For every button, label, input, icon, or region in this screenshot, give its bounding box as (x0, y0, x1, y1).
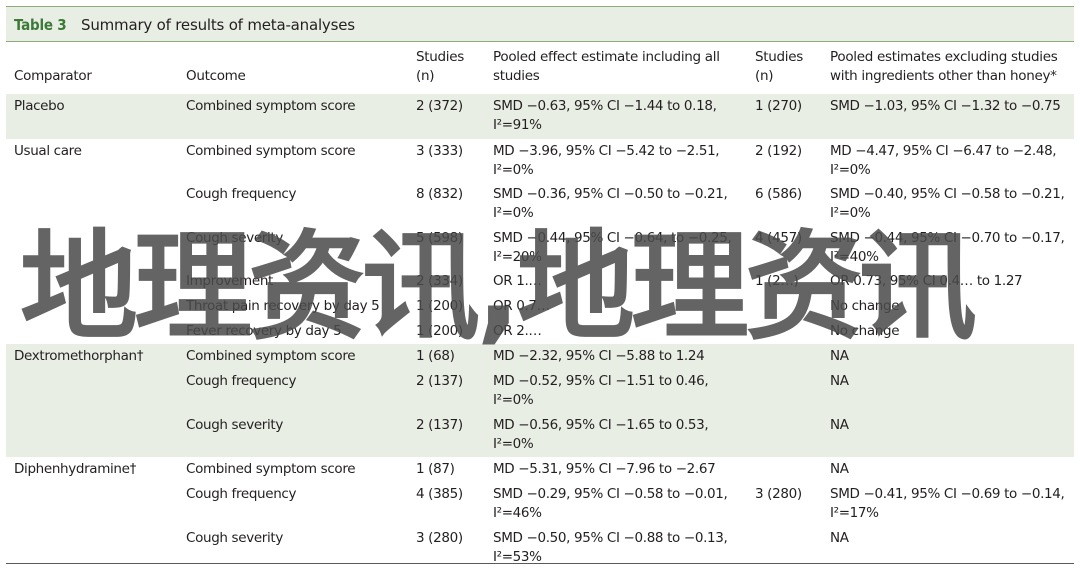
cell-studies-excl: 1 (2…) (755, 273, 799, 289)
cell-studies: 1 (68) (416, 348, 455, 364)
cell-pooled-excl: SMD −0.41, 95% CI −0.69 to −0.14, I²=17% (830, 486, 1065, 521)
cell-comparator: Dextromethorphan† (14, 348, 144, 364)
cell-pooled: SMD −0.50, 95% CI −0.88 to −0.13, I²=53% (493, 530, 728, 565)
cell-pooled: OR 2.… (493, 323, 542, 339)
header-outcome: Outcome (186, 68, 246, 84)
cell-studies: 5 (598) (416, 230, 463, 246)
table-caption: Table 3 Summary of results of meta-analy… (6, 6, 1074, 42)
cell-pooled: MD −3.96, 95% CI −5.42 to −2.51, I²=0% (493, 143, 720, 178)
table-row: Cough severity 5 (598) SMD −0.44, 95% CI… (6, 226, 1074, 269)
cell-pooled-excl: MD −4.47, 95% CI −6.47 to −2.48, I²=0% (830, 143, 1057, 178)
table-bottom-rule (6, 563, 1074, 564)
header-pooled-all: Pooled effect estimate including all stu… (493, 48, 720, 86)
table-row-group: Dextromethorphan† Combined symptom score… (6, 344, 1074, 457)
header-studies-all-line2: (n) (416, 68, 435, 84)
header-pooled-all-line2: studies (493, 68, 540, 84)
cell-studies: 3 (280) (416, 530, 463, 546)
cell-outcome: Fever recovery by day 5 (186, 323, 342, 339)
table-row: Cough frequency 8 (832) SMD −0.36, 95% C… (6, 182, 1074, 226)
cell-pooled: MD −0.56, 95% CI −1.65 to 0.53, I²=0% (493, 417, 709, 452)
header-comparator: Comparator (14, 68, 92, 84)
cell-outcome: Combined symptom score (186, 348, 356, 364)
cell-pooled: MD −5.31, 95% CI −7.96 to −2.67 (493, 461, 716, 477)
cell-outcome: Combined symptom score (186, 461, 356, 477)
cell-pooled-excl: SMD −1.03, 95% CI −1.32 to −0.75 (830, 98, 1061, 114)
cell-outcome: Improvement (186, 273, 273, 289)
cell-studies: 2 (137) (416, 373, 463, 389)
cell-studies: 2 (334) (416, 273, 463, 289)
cell-pooled-excl: NA (830, 530, 849, 546)
cell-studies: 8 (832) (416, 186, 463, 202)
header-studies-excl-line1: Studies (755, 49, 803, 65)
cell-pooled: MD −2.32, 95% CI −5.88 to 1.24 (493, 348, 705, 364)
cell-comparator: Usual care (14, 143, 82, 159)
cell-studies: 2 (372) (416, 98, 463, 114)
header-studies-all-line1: Studies (416, 49, 464, 65)
table-row: Usual care Combined symptom score 3 (333… (6, 139, 1074, 182)
cell-pooled: SMD −0.63, 95% CI −1.44 to 0.18, I²=91% (493, 98, 717, 133)
cell-pooled-excl: No change (830, 298, 900, 314)
cell-pooled: OR 0.7… (493, 298, 550, 314)
cell-pooled-excl: SMD −0.40, 95% CI −0.58 to −0.21, I²=0% (830, 186, 1065, 221)
cell-studies: 1 (200) (416, 323, 463, 339)
cell-studies-excl: 1 (270) (755, 98, 802, 114)
cell-pooled: SMD −0.44, 95% CI −0.64, to −0.25, I²=20% (493, 230, 732, 265)
cell-studies-excl: 2 (192) (755, 143, 802, 159)
table-row-group: Diphenhydramine† Combined symptom score … (6, 457, 1074, 565)
cell-pooled-excl: NA (830, 417, 849, 433)
header-studies-excl-line2: (n) (755, 68, 774, 84)
table-header: Comparator Outcome Studies (n) Pooled ef… (6, 42, 1074, 95)
cell-studies: 1 (200) (416, 298, 463, 314)
cell-pooled-excl: SMD −0.44, 95% CI −0.70 to −0.17, I²=40% (830, 230, 1065, 265)
header-studies-excl: Studies (n) (755, 48, 803, 86)
cell-outcome: Cough severity (186, 417, 283, 433)
header-studies-all: Studies (n) (416, 48, 464, 86)
cell-outcome: Combined symptom score (186, 143, 356, 159)
cell-outcome: Combined symptom score (186, 98, 356, 114)
cell-outcome: Cough frequency (186, 373, 297, 389)
cell-pooled-excl: OR 0.73, 95% CI 0.4… to 1.27 (830, 273, 1023, 289)
cell-studies-excl: 4 (457) (755, 230, 802, 246)
cell-comparator: Placebo (14, 98, 65, 114)
cell-pooled-excl: NA (830, 348, 849, 364)
header-pooled-excl-line2: with ingredients other than honey* (830, 68, 1057, 84)
cell-pooled: SMD −0.29, 95% CI −0.58 to −0.01, I²=46% (493, 486, 728, 521)
table-row: Throat pain recovery by day 5 1 (200) OR… (6, 294, 1074, 319)
cell-studies: 1 (87) (416, 461, 455, 477)
table-row: Improvement 2 (334) OR 1.… 1 (2…) OR 0.7… (6, 269, 1074, 294)
cell-studies: 3 (333) (416, 143, 463, 159)
table-label: Table 3 (14, 16, 67, 34)
cell-pooled: SMD −0.36, 95% CI −0.50 to −0.21, I²=0% (493, 186, 728, 221)
header-pooled-excl-line1: Pooled estimates excluding studies (830, 49, 1058, 65)
table-document: Table 3 Summary of results of meta-analy… (6, 6, 1074, 566)
cell-studies-excl: 6 (586) (755, 186, 802, 202)
cell-studies: 2 (137) (416, 417, 463, 433)
cell-outcome: Cough severity (186, 530, 283, 546)
cell-outcome: Cough severity (186, 230, 283, 246)
header-pooled-excl: Pooled estimates excluding studies with … (830, 48, 1058, 86)
table-row: Fever recovery by day 5 1 (200) OR 2.… N… (6, 319, 1074, 344)
cell-studies-excl: 3 (280) (755, 486, 802, 502)
cell-outcome: Throat pain recovery by day 5 (186, 298, 380, 314)
cell-pooled-excl: NA (830, 373, 849, 389)
header-pooled-all-line1: Pooled effect estimate including all (493, 49, 720, 65)
cell-pooled: OR 1.… (493, 273, 542, 289)
cell-pooled-excl: No change (830, 323, 900, 339)
cell-pooled-excl: NA (830, 461, 849, 477)
cell-outcome: Cough frequency (186, 486, 297, 502)
cell-studies: 4 (385) (416, 486, 463, 502)
cell-comparator: Diphenhydramine† (14, 461, 136, 477)
table-row: Placebo Combined symptom score 2 (372) S… (6, 94, 1074, 139)
cell-pooled: MD −0.52, 95% CI −1.51 to 0.46, I²=0% (493, 373, 709, 408)
cell-outcome: Cough frequency (186, 186, 297, 202)
table-title: Summary of results of meta-analyses (81, 16, 355, 34)
